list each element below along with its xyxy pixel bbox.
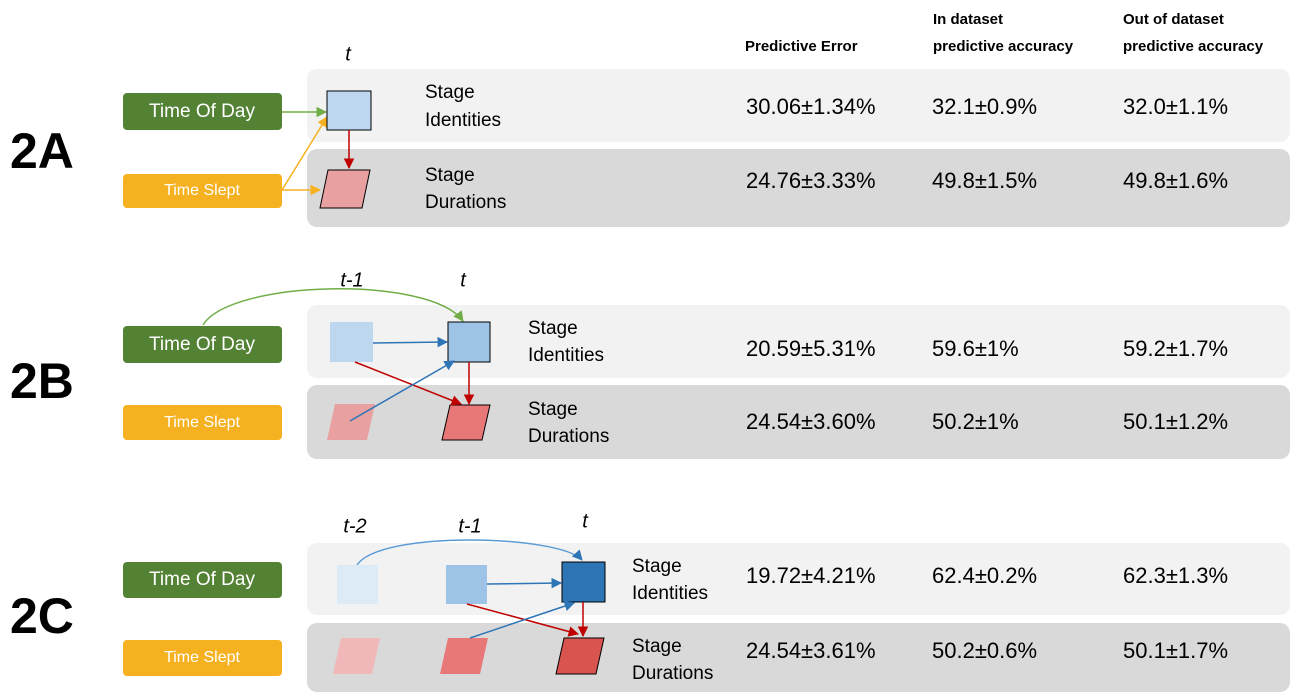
input-box bbox=[123, 405, 282, 440]
cell: 50.1±1.2% bbox=[1123, 409, 1228, 434]
time-label: t-2 bbox=[343, 515, 366, 537]
cell: 49.8±1.5% bbox=[932, 168, 1037, 193]
input-label: Time Of Day bbox=[149, 334, 255, 355]
cell: 30.06±1.34% bbox=[746, 94, 876, 119]
input-label: Time Slept bbox=[164, 649, 240, 666]
input-box bbox=[123, 174, 282, 208]
duration-node bbox=[319, 169, 371, 209]
arrow bbox=[486, 577, 563, 589]
row-label: Stage bbox=[425, 82, 475, 103]
panel-label: 2B bbox=[10, 353, 74, 409]
cell: 32.0±1.1% bbox=[1123, 94, 1228, 119]
time-label: t bbox=[345, 43, 352, 65]
identity-node bbox=[446, 565, 487, 604]
row-label: Stage bbox=[528, 318, 578, 339]
panel-label: 2C bbox=[10, 588, 74, 644]
input-label: Time Of Day bbox=[149, 101, 255, 122]
arrow bbox=[354, 361, 462, 406]
input-label: Time Slept bbox=[164, 414, 240, 431]
row-label: Identities bbox=[632, 583, 708, 604]
row-band bbox=[307, 305, 1290, 378]
row-label: Identities bbox=[528, 345, 604, 366]
cell: 50.2±1% bbox=[932, 409, 1019, 434]
cell: 50.1±1.7% bbox=[1123, 638, 1228, 663]
row-band bbox=[307, 69, 1290, 142]
input-label: Time Of Day bbox=[149, 569, 255, 590]
cell: 62.3±1.3% bbox=[1123, 563, 1228, 588]
column-header: predictive accuracy bbox=[1123, 38, 1264, 55]
time-label: t bbox=[460, 269, 467, 291]
arrow bbox=[469, 601, 575, 639]
column-header: Out of dataset bbox=[1123, 11, 1224, 28]
row-band bbox=[307, 149, 1290, 227]
row-label: Stage bbox=[528, 399, 578, 420]
arrow bbox=[356, 539, 583, 566]
cell: 50.2±0.6% bbox=[932, 638, 1037, 663]
row-label: Stage bbox=[632, 636, 682, 657]
row-label: Stage bbox=[425, 165, 475, 186]
cell: 62.4±0.2% bbox=[932, 563, 1037, 588]
arrow bbox=[202, 288, 464, 326]
identity-node bbox=[561, 561, 606, 603]
identity-node bbox=[326, 90, 372, 131]
input-box bbox=[123, 93, 282, 130]
cell: 59.2±1.7% bbox=[1123, 336, 1228, 361]
input-box bbox=[123, 562, 282, 598]
duration-node bbox=[555, 637, 605, 675]
column-header: predictive accuracy bbox=[933, 38, 1074, 55]
arrow bbox=[372, 336, 449, 348]
time-label: t-1 bbox=[340, 269, 363, 291]
row-band bbox=[307, 543, 1290, 615]
input-label: Time Slept bbox=[164, 182, 240, 199]
identity-node bbox=[337, 565, 378, 604]
cell: 24.76±3.33% bbox=[746, 168, 876, 193]
duration-node bbox=[327, 404, 375, 440]
cell: 24.54±3.60% bbox=[746, 409, 876, 434]
cell: 32.1±0.9% bbox=[932, 94, 1037, 119]
identity-node bbox=[330, 322, 373, 362]
row-band bbox=[307, 385, 1290, 459]
identity-node bbox=[447, 321, 491, 363]
arrow bbox=[281, 116, 328, 191]
panel-label: 2A bbox=[10, 123, 74, 179]
row-label: Durations bbox=[528, 426, 609, 447]
arrow bbox=[466, 603, 580, 637]
column-header: Predictive Error bbox=[745, 38, 858, 55]
duration-node bbox=[333, 638, 380, 674]
cell: 19.72±4.21% bbox=[746, 563, 876, 588]
row-band bbox=[307, 623, 1290, 692]
row-label: Identities bbox=[425, 110, 501, 131]
column-header: In dataset bbox=[933, 11, 1003, 28]
time-label: t-1 bbox=[458, 515, 481, 537]
time-label: t bbox=[582, 510, 589, 532]
input-box bbox=[123, 326, 282, 363]
duration-node bbox=[441, 404, 491, 441]
row-label: Durations bbox=[632, 663, 713, 684]
row-label: Durations bbox=[425, 192, 506, 213]
arrow bbox=[349, 360, 455, 422]
cell: 20.59±5.31% bbox=[746, 336, 876, 361]
cell: 24.54±3.61% bbox=[746, 638, 876, 663]
duration-node bbox=[440, 638, 488, 674]
row-label: Stage bbox=[632, 556, 682, 577]
cell: 59.6±1% bbox=[932, 336, 1019, 361]
input-box bbox=[123, 640, 282, 676]
cell: 49.8±1.6% bbox=[1123, 168, 1228, 193]
